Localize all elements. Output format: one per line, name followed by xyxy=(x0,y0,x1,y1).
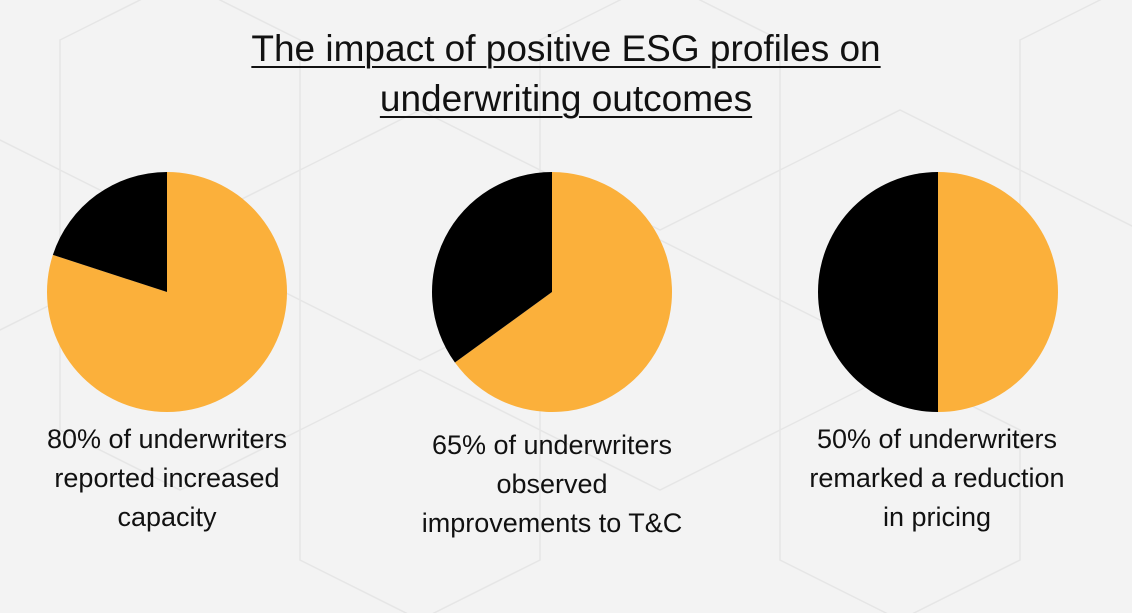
pie-chart-capacity xyxy=(45,170,289,414)
pie-slice-highlight xyxy=(46,172,287,412)
chart-title: The impact of positive ESG profiles on u… xyxy=(0,24,1132,124)
caption-pricing: 50% of underwriters remarked a reduction… xyxy=(747,420,1127,537)
caption-terms-line-1: 65% of underwriters xyxy=(431,430,673,460)
caption-pricing-line-3: in pricing xyxy=(882,502,992,532)
caption-terms-line-3: improvements to T&C xyxy=(421,508,683,538)
pie-chart-terms-svg xyxy=(432,172,672,412)
pie-slice-highlight xyxy=(454,172,672,412)
title-line-1: The impact of positive ESG profiles on xyxy=(251,28,881,69)
pie-chart-pricing-svg xyxy=(818,172,1058,412)
caption-terms: 65% of underwriters observed improvement… xyxy=(362,426,742,543)
pie-slice-remainder xyxy=(432,172,552,363)
pie-chart-capacity-svg xyxy=(46,172,287,412)
title-line-2: underwriting outcomes xyxy=(379,78,753,119)
caption-capacity-line-1: 80% of underwriters xyxy=(46,424,288,454)
caption-terms-line-2: observed xyxy=(496,469,608,499)
caption-pricing-line-1: 50% of underwriters xyxy=(816,424,1058,454)
caption-pricing-line-2: remarked a reduction xyxy=(809,463,1065,493)
caption-capacity: 80% of underwriters reported increased c… xyxy=(0,420,357,537)
pie-slice-remainder xyxy=(818,172,938,412)
pie-slice-highlight xyxy=(938,172,1058,412)
caption-capacity-line-3: capacity xyxy=(117,502,217,532)
pie-slice-remainder xyxy=(52,172,168,292)
pie-chart-pricing xyxy=(816,170,1060,414)
caption-capacity-line-2: reported increased xyxy=(54,463,280,493)
pie-chart-terms xyxy=(430,170,674,414)
